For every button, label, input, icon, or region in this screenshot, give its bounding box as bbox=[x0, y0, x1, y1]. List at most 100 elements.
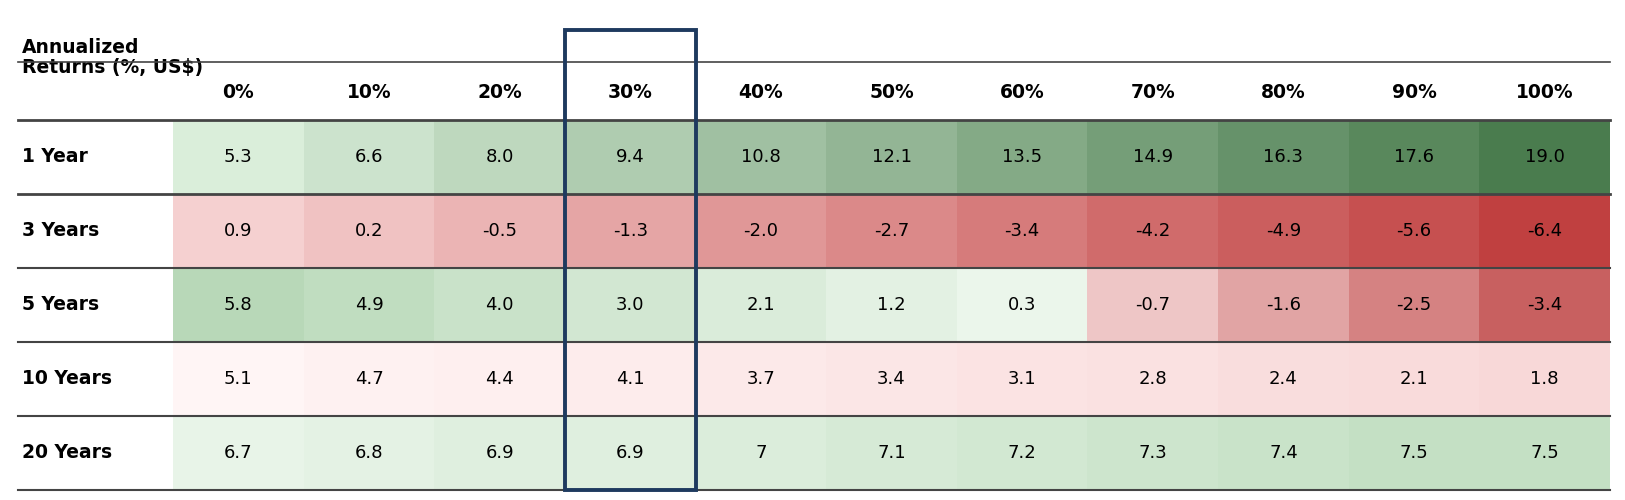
Text: 7: 7 bbox=[756, 444, 767, 462]
Text: 7.4: 7.4 bbox=[1269, 444, 1298, 462]
Text: 30%: 30% bbox=[608, 84, 653, 102]
Text: 100%: 100% bbox=[1516, 84, 1573, 102]
Bar bbox=[566, 416, 696, 490]
Bar bbox=[566, 120, 696, 194]
Text: 7.5: 7.5 bbox=[1399, 444, 1428, 462]
Bar bbox=[566, 342, 696, 416]
Text: 4.4: 4.4 bbox=[486, 370, 514, 388]
Text: 7.5: 7.5 bbox=[1531, 444, 1558, 462]
Text: -2.0: -2.0 bbox=[743, 222, 778, 240]
Bar bbox=[1087, 268, 1219, 342]
Text: 4.1: 4.1 bbox=[616, 370, 645, 388]
Bar bbox=[1219, 194, 1349, 268]
Bar bbox=[1479, 342, 1610, 416]
Text: 70%: 70% bbox=[1131, 84, 1175, 102]
Text: 1 Year: 1 Year bbox=[23, 148, 88, 167]
Text: Returns (%, US$): Returns (%, US$) bbox=[23, 58, 203, 77]
Bar bbox=[696, 120, 826, 194]
Text: 50%: 50% bbox=[869, 84, 913, 102]
Text: 5.1: 5.1 bbox=[224, 370, 252, 388]
Bar bbox=[1349, 120, 1479, 194]
Text: 2.4: 2.4 bbox=[1269, 370, 1298, 388]
Text: Annualized: Annualized bbox=[23, 38, 140, 57]
Text: -4.9: -4.9 bbox=[1266, 222, 1302, 240]
Bar bbox=[304, 194, 434, 268]
Bar bbox=[826, 342, 957, 416]
Bar bbox=[957, 342, 1087, 416]
Bar bbox=[826, 194, 957, 268]
Text: 6.8: 6.8 bbox=[354, 444, 384, 462]
Text: 12.1: 12.1 bbox=[871, 148, 912, 166]
Bar bbox=[566, 194, 696, 268]
Bar bbox=[1349, 194, 1479, 268]
Text: 90%: 90% bbox=[1391, 84, 1436, 102]
Bar bbox=[1219, 416, 1349, 490]
Bar bbox=[434, 194, 566, 268]
Text: 2.1: 2.1 bbox=[746, 296, 775, 314]
Text: 3.1: 3.1 bbox=[1008, 370, 1037, 388]
Text: 2.1: 2.1 bbox=[1399, 370, 1428, 388]
Text: 60%: 60% bbox=[999, 84, 1045, 102]
Text: 5.8: 5.8 bbox=[224, 296, 252, 314]
Text: 80%: 80% bbox=[1261, 84, 1306, 102]
Text: -2.5: -2.5 bbox=[1396, 296, 1432, 314]
Bar bbox=[1349, 268, 1479, 342]
Text: 1.2: 1.2 bbox=[878, 296, 905, 314]
Bar bbox=[434, 342, 566, 416]
Bar bbox=[1479, 120, 1610, 194]
Text: 0.9: 0.9 bbox=[224, 222, 252, 240]
Text: 3.7: 3.7 bbox=[746, 370, 775, 388]
Text: 2.8: 2.8 bbox=[1139, 370, 1167, 388]
Text: 6.6: 6.6 bbox=[354, 148, 384, 166]
Bar bbox=[957, 416, 1087, 490]
Text: -5.6: -5.6 bbox=[1396, 222, 1432, 240]
Text: 17.6: 17.6 bbox=[1394, 148, 1433, 166]
Text: -4.2: -4.2 bbox=[1136, 222, 1170, 240]
Bar bbox=[1087, 194, 1219, 268]
Bar bbox=[1219, 120, 1349, 194]
Bar bbox=[696, 194, 826, 268]
Bar bbox=[304, 120, 434, 194]
Text: 13.5: 13.5 bbox=[1003, 148, 1042, 166]
Bar bbox=[826, 120, 957, 194]
Bar bbox=[434, 416, 566, 490]
Text: 4.9: 4.9 bbox=[354, 296, 384, 314]
Text: 19.0: 19.0 bbox=[1524, 148, 1565, 166]
Text: 3.4: 3.4 bbox=[878, 370, 905, 388]
Text: 0%: 0% bbox=[223, 84, 254, 102]
Text: -1.6: -1.6 bbox=[1266, 296, 1302, 314]
Bar bbox=[566, 268, 696, 342]
Text: 10%: 10% bbox=[346, 84, 392, 102]
Bar bbox=[957, 120, 1087, 194]
Bar bbox=[696, 342, 826, 416]
Text: 10.8: 10.8 bbox=[741, 148, 780, 166]
Bar bbox=[826, 268, 957, 342]
Text: 9.4: 9.4 bbox=[616, 148, 645, 166]
Bar bbox=[1219, 342, 1349, 416]
Bar bbox=[566, 30, 696, 490]
Bar bbox=[304, 416, 434, 490]
Bar bbox=[172, 342, 304, 416]
Bar bbox=[172, 120, 304, 194]
Bar bbox=[826, 416, 957, 490]
Bar bbox=[696, 268, 826, 342]
Bar bbox=[304, 268, 434, 342]
Text: 4.7: 4.7 bbox=[354, 370, 384, 388]
Text: -3.4: -3.4 bbox=[1528, 296, 1562, 314]
Bar bbox=[304, 342, 434, 416]
Bar bbox=[696, 416, 826, 490]
Text: 10 Years: 10 Years bbox=[23, 370, 112, 388]
Bar bbox=[1087, 416, 1219, 490]
Bar bbox=[957, 194, 1087, 268]
Bar bbox=[1087, 120, 1219, 194]
Bar bbox=[1087, 342, 1219, 416]
Text: 0.3: 0.3 bbox=[1008, 296, 1037, 314]
Bar bbox=[172, 268, 304, 342]
Text: 5 Years: 5 Years bbox=[23, 296, 99, 314]
Text: 6.7: 6.7 bbox=[224, 444, 252, 462]
Bar bbox=[1219, 268, 1349, 342]
Bar bbox=[434, 120, 566, 194]
Text: 6.9: 6.9 bbox=[616, 444, 645, 462]
Text: 3 Years: 3 Years bbox=[23, 222, 99, 240]
Text: 14.9: 14.9 bbox=[1133, 148, 1173, 166]
